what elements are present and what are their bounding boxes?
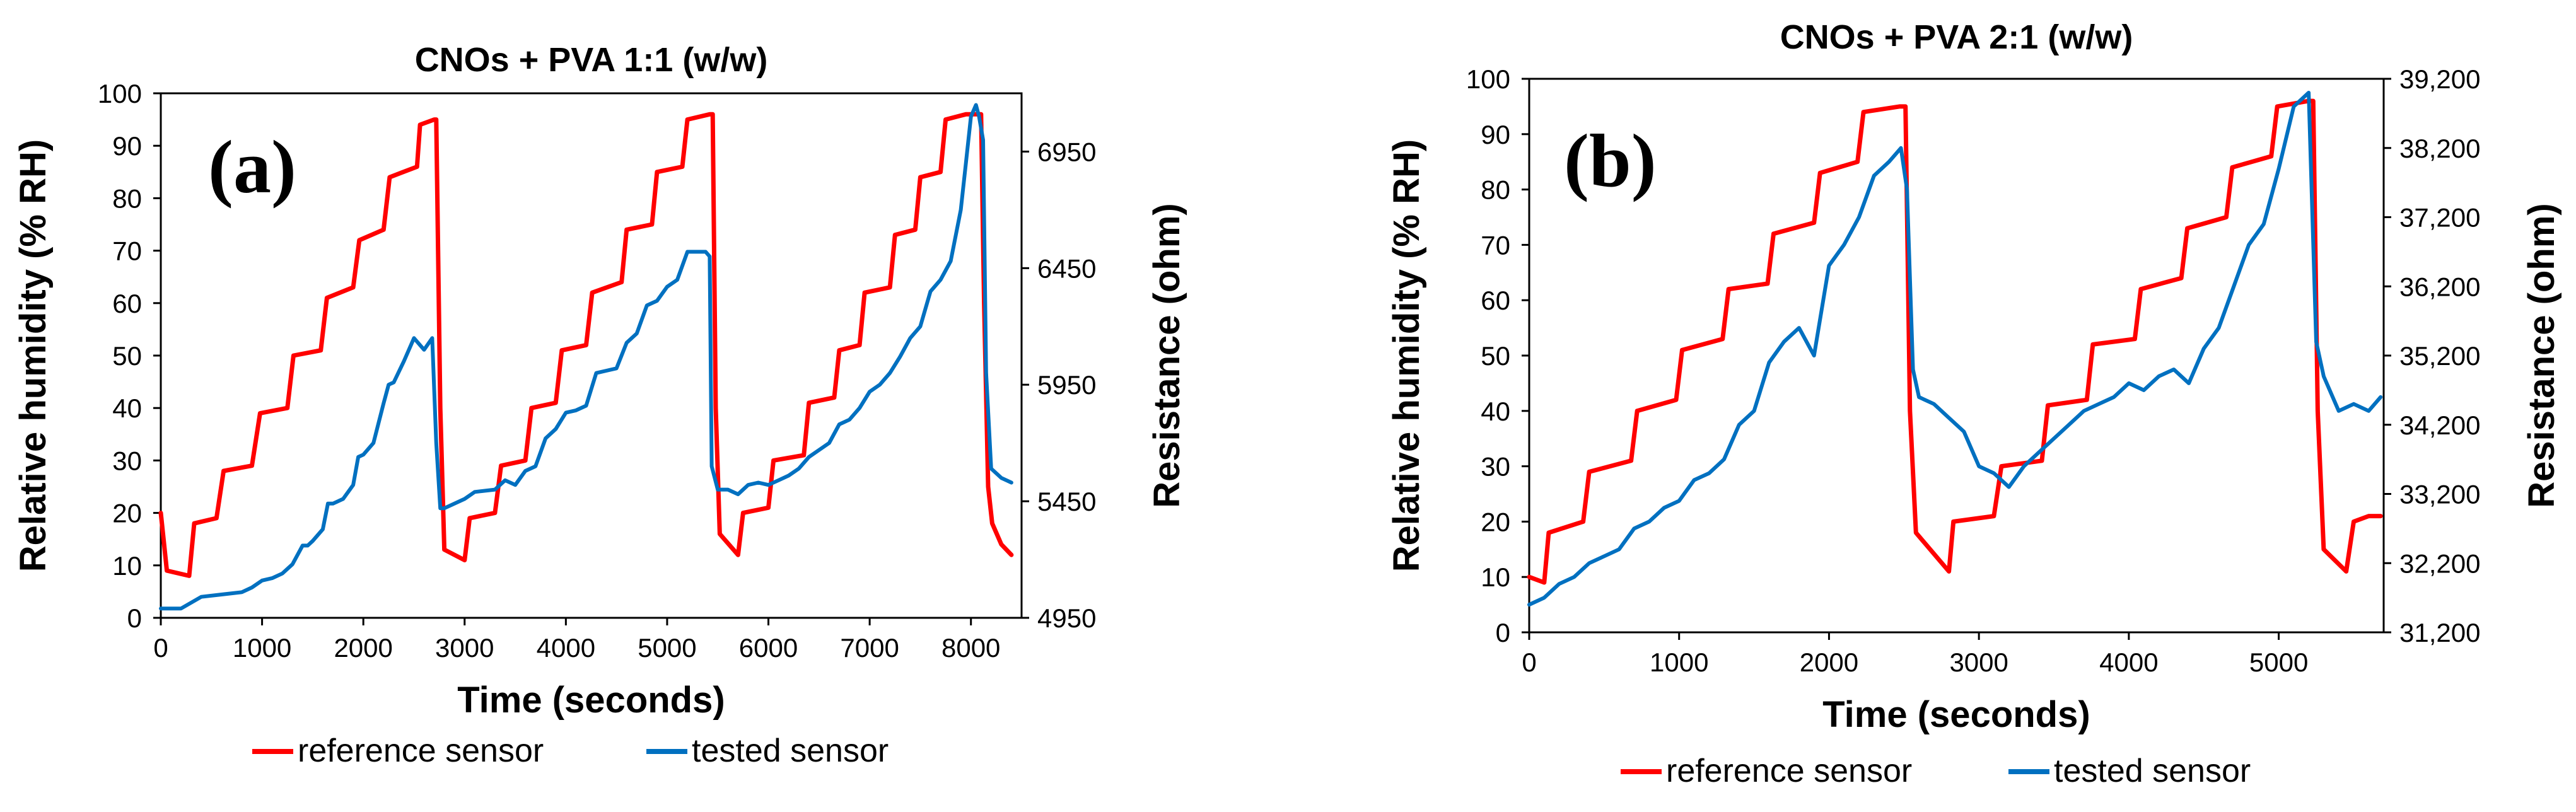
y2-axis-title: Resistance (ohm)	[1146, 203, 1187, 508]
x-tick-label: 5000	[2249, 647, 2308, 677]
y-axis-title: Relative humidity (% RH)	[13, 139, 54, 572]
x-tick-label: 8000	[941, 633, 1000, 663]
y-tick-label: 20	[1481, 507, 1510, 536]
y-tick-label: 30	[1481, 452, 1510, 482]
y-tick-label: 80	[1481, 175, 1510, 205]
y-tick-label: 60	[1481, 286, 1510, 315]
y-tick-label: 0	[1496, 618, 1510, 647]
x-tick-label: 3000	[1949, 647, 2008, 677]
x-tick-label: 6000	[739, 633, 798, 663]
y2-tick-label: 33,200	[2399, 480, 2480, 509]
x-tick-label: 0	[153, 633, 168, 663]
x-tick-label: 4000	[2099, 647, 2158, 677]
panel-label: (a)	[208, 125, 296, 209]
y2-tick-label: 35,200	[2399, 341, 2480, 371]
y-tick-label: 60	[112, 289, 142, 318]
y-tick-label: 40	[112, 393, 142, 423]
chart-title: CNOs + PVA 2:1 (w/w)	[1780, 18, 2133, 56]
x-tick-label: 2000	[334, 633, 392, 663]
x-tick-label: 3000	[435, 633, 494, 663]
y-axis-title: Relative humidity (% RH)	[1386, 139, 1427, 572]
y-tick-label: 100	[98, 79, 142, 108]
y-tick-label: 70	[112, 236, 142, 266]
y-tick-label: 90	[112, 131, 142, 161]
y-tick-label: 90	[1481, 120, 1510, 149]
y2-tick-label: 4950	[1037, 603, 1096, 633]
x-tick-label: 2000	[1800, 647, 1858, 677]
y2-tick-label: 37,200	[2399, 203, 2480, 233]
x-tick-label: 1000	[233, 633, 291, 663]
y-tick-label: 50	[112, 341, 142, 371]
series-line-reference-sensor	[1527, 98, 2383, 585]
x-axis-title: Time (seconds)	[1822, 694, 2090, 735]
series-line-tested-sensor	[159, 103, 1013, 611]
series-line-tested-sensor	[1527, 91, 2383, 607]
chart-panel-1: 0 1000 2000 3000 4000 5000 6000 7000 8000 0 10 20 30…	[13, 41, 1187, 769]
y-tick-label: 40	[1481, 397, 1510, 426]
y2-tick-label: 36,200	[2399, 272, 2480, 301]
y2-tick-label: 31,200	[2399, 618, 2480, 647]
chart-title: CNOs + PVA 1:1 (w/w)	[415, 41, 768, 79]
y-tick-label: 30	[112, 446, 142, 475]
y-tick-label: 20	[112, 499, 142, 528]
y-tick-label: 70	[1481, 230, 1510, 260]
y-tick-label: 0	[127, 603, 142, 633]
y2-tick-label: 5950	[1037, 370, 1096, 400]
y2-tick-label: 6450	[1037, 253, 1096, 283]
legend-item-label: reference sensor	[1666, 753, 1912, 789]
y-tick-label: 10	[1481, 562, 1510, 592]
chart-panel-2: 0 1000 2000 3000 4000 5000 0 10 20 30 40 50 60 70 80 90…	[1386, 18, 2562, 789]
y2-axis-title: Resistance (ohm)	[2521, 203, 2562, 508]
y2-tick-label: 6950	[1037, 137, 1096, 166]
x-tick-label: 1000	[1650, 647, 1708, 677]
y2-tick-label: 39,200	[2399, 64, 2480, 94]
legend-item-label: tested sensor	[2054, 753, 2251, 789]
x-tick-label: 7000	[840, 633, 899, 663]
y-tick-label: 80	[112, 183, 142, 213]
x-tick-label: 4000	[537, 633, 595, 663]
y-tick-label: 50	[1481, 341, 1510, 371]
x-axis-title: Time (seconds)	[457, 680, 725, 721]
y-tick-label: 10	[112, 551, 142, 581]
legend-item-label: tested sensor	[692, 733, 889, 769]
y2-tick-label: 32,200	[2399, 548, 2480, 578]
panel-label: (b)	[1564, 119, 1657, 202]
y2-tick-label: 38,200	[2399, 134, 2480, 163]
legend-item-label: reference sensor	[298, 733, 544, 769]
y2-tick-label: 5450	[1037, 487, 1096, 516]
x-tick-label: 5000	[638, 633, 696, 663]
x-tick-label: 0	[1522, 647, 1536, 677]
y2-tick-label: 34,200	[2399, 410, 2480, 440]
series-line-reference-sensor	[158, 112, 1014, 578]
y-tick-label: 100	[1466, 64, 1510, 94]
